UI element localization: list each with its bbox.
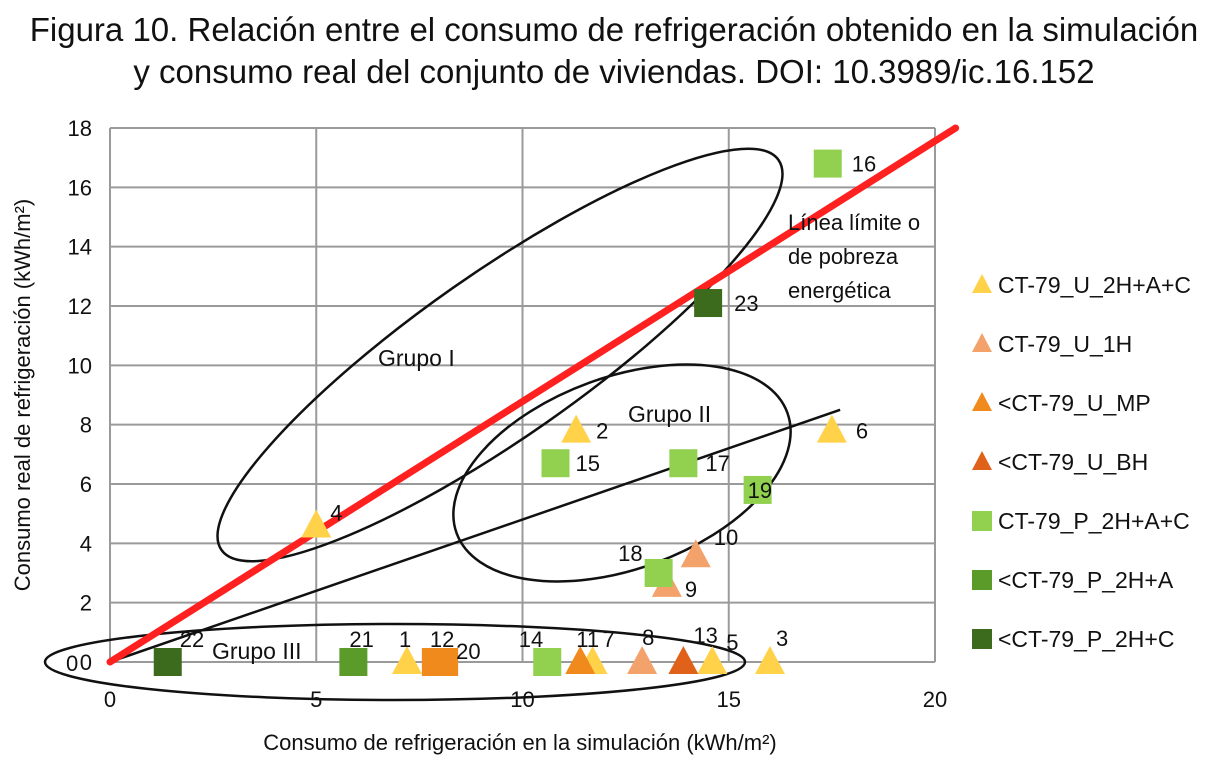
point-label-16: 16 xyxy=(852,152,876,177)
legend-marker-6 xyxy=(972,570,992,590)
data-point-2 xyxy=(561,414,592,443)
y-axis-label: Consumo real de refrigeración (kWh/m²) xyxy=(10,199,35,591)
y-tick-label-6: 6 xyxy=(80,472,92,497)
point-label-3: 3 xyxy=(776,626,788,651)
legend-marker-4 xyxy=(972,451,992,470)
point-label-13: 13 xyxy=(693,623,717,648)
data-point-15 xyxy=(541,449,570,478)
point-label-1: 1 xyxy=(399,627,411,652)
data-point-6 xyxy=(816,414,847,443)
data-point-20 xyxy=(430,648,459,676)
data-point-16 xyxy=(813,149,842,178)
point-label-21: 21 xyxy=(349,627,373,652)
data-point-13 xyxy=(668,646,699,674)
point-label-10: 10 xyxy=(714,525,738,550)
point-label-7: 7 xyxy=(603,627,615,652)
data-point-22 xyxy=(153,648,182,676)
data-point-18 xyxy=(644,559,673,587)
limit-line xyxy=(106,124,960,666)
data-point-19 xyxy=(743,475,772,504)
point-label-2: 2 xyxy=(596,419,608,444)
data-point-5 xyxy=(697,646,728,674)
legend-entry-1: CT-79_U_2H+A+C xyxy=(998,272,1191,298)
point-label-12: 12 xyxy=(430,627,454,652)
limit-line-annotation-3: energética xyxy=(788,278,892,303)
y-tick-label-0: 0 xyxy=(80,650,92,675)
legend-entry-5: CT-79_P_2H+A+C xyxy=(998,508,1190,534)
data-point-8 xyxy=(627,646,658,674)
point-label-23: 23 xyxy=(734,291,758,316)
grupo-i-ellipse xyxy=(216,147,784,563)
data-point-10 xyxy=(680,539,711,568)
y-tick-label-16: 16 xyxy=(68,175,92,200)
point-label-6: 6 xyxy=(856,419,868,444)
group-label-1: Grupo I xyxy=(378,345,455,371)
y-tick-label-2: 2 xyxy=(80,591,92,616)
grupo-ii-ellipse xyxy=(452,363,792,583)
x-tick-label-20: 20 xyxy=(923,687,947,712)
data-point-3 xyxy=(755,646,785,674)
legend-marker-1 xyxy=(972,274,992,293)
legend-entry-2: CT-79_U_1H xyxy=(998,331,1132,357)
legend-entry-4: <CT-79_U_BH xyxy=(998,449,1148,475)
chart-title-line-1: Figura 10. Relación entre el consumo de … xyxy=(29,11,1199,48)
group-label-2: Grupo II xyxy=(628,401,711,427)
data-point-17 xyxy=(669,449,698,478)
point-label-20: 20 xyxy=(456,639,480,664)
data-point-4 xyxy=(301,509,332,538)
data-point-1 xyxy=(392,646,422,674)
point-label-22: 22 xyxy=(180,627,204,652)
grid-lines xyxy=(109,127,936,663)
point-label-9: 9 xyxy=(685,577,697,602)
data-point-14 xyxy=(533,648,562,676)
point-label-5: 5 xyxy=(726,630,738,655)
legend-marker-3 xyxy=(972,392,992,411)
legend-entry-3: <CT-79_U_MP xyxy=(998,390,1151,416)
y-tick-label-18: 18 xyxy=(68,116,92,141)
data-marks xyxy=(153,149,847,676)
limit-line-annotation-2: de pobreza xyxy=(788,244,899,269)
data-point-21 xyxy=(339,648,368,676)
grupo-iii-ellipse xyxy=(43,622,747,702)
point-label-14: 14 xyxy=(519,627,543,652)
chart-title-line-2: y consumo real del conjunto de viviendas… xyxy=(133,53,1095,90)
group-ellipses xyxy=(43,147,792,702)
y-tick-label-12: 12 xyxy=(68,294,92,319)
point-label-18: 18 xyxy=(618,541,642,566)
x-tick-label-10: 10 xyxy=(510,687,534,712)
chart-lines xyxy=(106,124,960,666)
legend-marker-2 xyxy=(972,333,992,352)
trend-line xyxy=(109,408,841,664)
point-label-4: 4 xyxy=(330,501,342,526)
point-label-8: 8 xyxy=(642,625,654,650)
legend: CT-79_U_2H+A+C CT-79_U_1H <CT-79_U_MP <CT-7… xyxy=(972,272,1191,652)
point-label-19: 19 xyxy=(748,478,772,503)
limit-line-annotation-1: Línea límite o xyxy=(788,210,920,235)
legend-marker-5 xyxy=(972,511,992,531)
y-tick-label-8: 8 xyxy=(80,413,92,438)
legend-entry-6: <CT-79_P_2H+A xyxy=(998,567,1174,593)
y-tick-label-10: 10 xyxy=(68,353,92,378)
x-tick-label-15: 15 xyxy=(717,687,741,712)
data-point-11 xyxy=(565,646,596,674)
point-label-11: 11 xyxy=(576,627,599,652)
x-tick-label-0: 0 xyxy=(104,687,116,712)
point-label-15: 15 xyxy=(576,451,600,476)
group-label-3: Grupo III xyxy=(212,638,301,664)
data-point-23 xyxy=(694,289,723,318)
y-tick-label-4: 4 xyxy=(80,531,92,556)
annotations: Línea límite o de pobreza energética Grupo … xyxy=(212,210,920,664)
legend-entry-7: <CT-79_P_2H+C xyxy=(998,626,1174,652)
legend-marker-7 xyxy=(972,629,992,649)
y-tick-label-14: 14 xyxy=(68,235,92,260)
origin-label: 0 xyxy=(66,651,78,676)
x-axis-label: Consumo de refrigeración en la simulació… xyxy=(263,730,777,755)
point-label-17: 17 xyxy=(705,451,729,476)
